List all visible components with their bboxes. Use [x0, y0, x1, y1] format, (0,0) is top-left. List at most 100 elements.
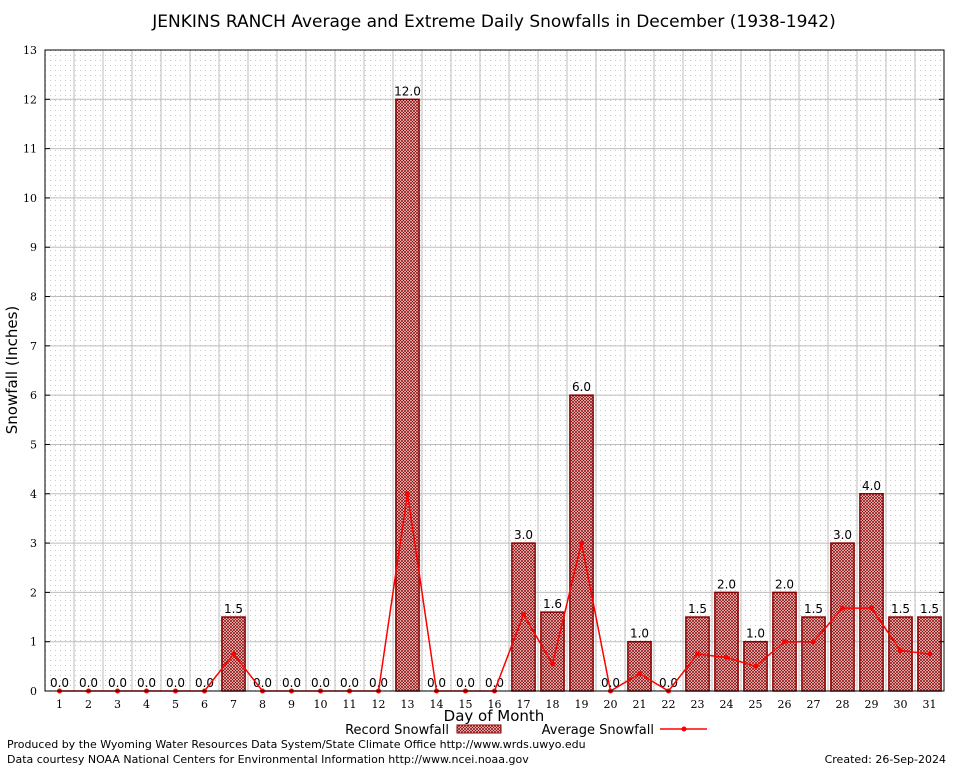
- x-tick-label: 30: [894, 698, 908, 711]
- record-bar-label: 0.0: [369, 676, 388, 690]
- record-bar-label: 0.0: [137, 676, 156, 690]
- record-bar-label: 0.0: [659, 676, 678, 690]
- x-axis-label: Day of Month: [444, 707, 545, 725]
- y-tick-label: 5: [30, 438, 37, 451]
- y-axis-label: Snowfall (Inches): [3, 306, 21, 434]
- x-tick-label: 3: [114, 698, 121, 711]
- average-point: [550, 661, 555, 667]
- average-point: [579, 540, 584, 546]
- x-tick-label: 29: [865, 698, 879, 711]
- x-tick-label: 26: [778, 698, 792, 711]
- record-bar: [627, 640, 652, 692]
- legend-record-swatch: [456, 724, 502, 734]
- x-tick-label: 25: [749, 698, 763, 711]
- x-axis-ticks: 1 2 3 4 5 6 7 8 9 10 11 12 13 14 15 16 17 18 19 20 21 22 23 24 2…: [56, 698, 937, 711]
- average-point: [405, 491, 410, 497]
- x-tick-label: 12: [372, 698, 386, 711]
- y-tick-label: 3: [30, 537, 37, 550]
- y-tick-label: 9: [30, 241, 37, 254]
- y-tick-label: 10: [23, 192, 37, 205]
- y-tick-label: 13: [23, 44, 37, 57]
- record-bar-label: 0.0: [282, 676, 301, 690]
- record-bar-label: 0.0: [253, 676, 272, 690]
- chart-title: JENKINS RANCH Average and Extreme Daily …: [151, 12, 835, 32]
- record-bar-label: 1.5: [920, 602, 939, 616]
- x-tick-label: 31: [923, 698, 937, 711]
- y-tick-label: 4: [30, 488, 37, 501]
- x-tick-label: 2: [85, 698, 92, 711]
- average-point: [521, 612, 526, 618]
- record-bar-label: 6.0: [572, 380, 591, 394]
- record-bar: [801, 616, 826, 692]
- x-tick-label: 21: [633, 698, 647, 711]
- x-tick-label: 16: [488, 698, 502, 711]
- record-bar-label: 0.0: [79, 676, 98, 690]
- record-bar-label: 0.0: [456, 676, 475, 690]
- legend-record-label: Record Snowfall: [345, 723, 449, 738]
- y-tick-label: 11: [23, 143, 37, 156]
- x-tick-label: 13: [401, 698, 415, 711]
- x-tick-label: 20: [604, 698, 618, 711]
- record-bar: [395, 98, 420, 692]
- grid-lines: [45, 50, 944, 691]
- record-bar: [888, 616, 913, 692]
- x-tick-label: 27: [807, 698, 821, 711]
- record-bar-labels: 0.0 0.0 0.0 0.0 0.0 0.0 1.5 0.0 0.0 0.0 0.0 0.0 12.0…: [50, 84, 939, 690]
- plot-frame: [44, 49, 945, 692]
- plot-background: [45, 50, 944, 691]
- average-point: [898, 648, 903, 654]
- record-bar-label: 0.0: [340, 676, 359, 690]
- record-bar-label: 0.0: [195, 676, 214, 690]
- average-point: [637, 671, 642, 677]
- record-bar-label: 4.0: [862, 479, 881, 493]
- record-bar-label: 0.0: [108, 676, 127, 690]
- footer-created-date: Created: 26-Sep-2024: [825, 753, 946, 766]
- x-tick-label: 17: [517, 698, 531, 711]
- record-bar: [859, 493, 884, 692]
- x-tick-label: 19: [575, 698, 589, 711]
- x-tick-label: 24: [720, 698, 734, 711]
- x-tick-label: 7: [230, 698, 237, 711]
- record-bar-label: 0.0: [601, 676, 620, 690]
- average-point: [811, 639, 816, 645]
- record-bar-label: 1.5: [891, 602, 910, 616]
- x-tick-label: 6: [201, 698, 208, 711]
- x-tick-label: 22: [662, 698, 676, 711]
- y-tick-label: 7: [30, 340, 37, 353]
- legend-average-label: Average Snowfall: [542, 723, 654, 738]
- record-bar-label: 1.6: [543, 597, 562, 611]
- record-bar-label: 2.0: [775, 577, 794, 591]
- x-tick-label: 1: [56, 698, 63, 711]
- y-tick-label: 8: [30, 291, 37, 304]
- plot-area: 0.0 0.0 0.0 0.0 0.0 0.01.50.0 0.0 0.0 0.0 0.012.0…: [23, 44, 945, 711]
- x-tick-label: 15: [459, 698, 473, 711]
- record-bar-label: 0.0: [50, 676, 69, 690]
- record-bar-label: 0.0: [485, 676, 504, 690]
- average-point: [840, 605, 845, 611]
- average-point: [231, 651, 236, 657]
- average-point: [724, 654, 729, 660]
- record-bar-label: 1.0: [630, 627, 649, 641]
- x-tick-label: 4: [143, 698, 150, 711]
- record-bar-label: 1.0: [746, 627, 765, 641]
- record-bar-label: 0.0: [311, 676, 330, 690]
- average-point: [753, 663, 758, 669]
- x-tick-label: 5: [172, 698, 179, 711]
- average-point: [927, 651, 932, 657]
- record-bar-label: 1.5: [804, 602, 823, 616]
- record-bar-label: 3.0: [833, 528, 852, 542]
- x-tick-label: 10: [314, 698, 328, 711]
- record-bar-label: 0.0: [427, 676, 446, 690]
- y-tick-label: 1: [30, 636, 37, 649]
- legend-average-marker: [681, 726, 687, 732]
- y-tick-label: 12: [23, 93, 37, 106]
- record-bar-label: 3.0: [514, 528, 533, 542]
- average-point: [869, 605, 874, 611]
- footer-produced-by: Produced by the Wyoming Water Resources …: [7, 738, 586, 751]
- record-bar-label: 12.0: [394, 84, 421, 98]
- y-tick-label: 2: [30, 586, 37, 599]
- average-point: [695, 651, 700, 657]
- x-tick-label: 28: [836, 698, 850, 711]
